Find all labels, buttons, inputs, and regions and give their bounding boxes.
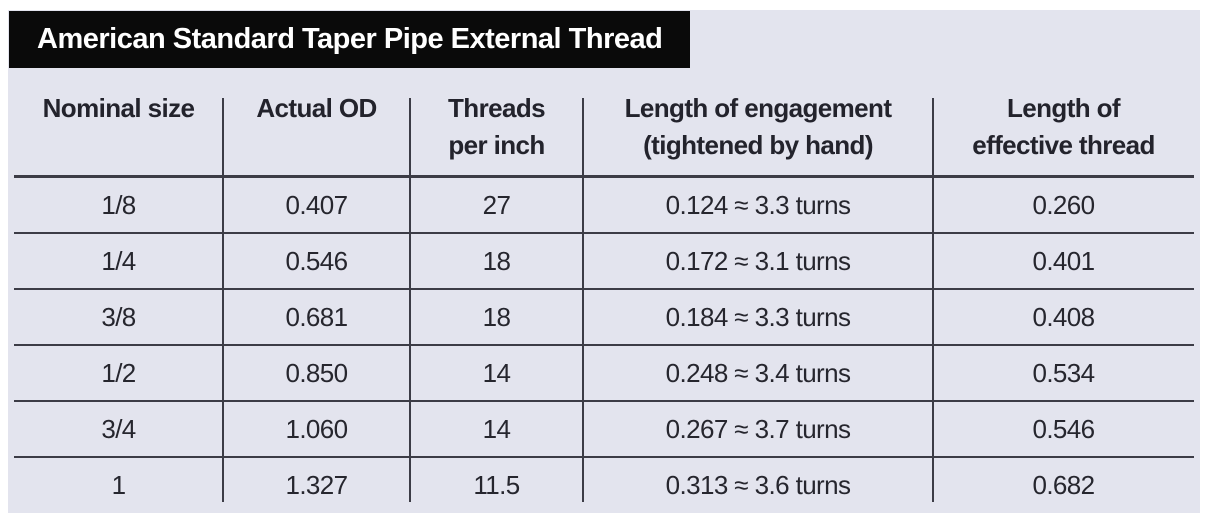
cell-actual-od: 1.060 — [285, 413, 348, 444]
cell-actual-od: 0.407 — [285, 189, 348, 220]
row-divider — [14, 456, 1194, 458]
title-banner: American Standard Taper Pipe External Th… — [9, 11, 690, 68]
cell-actual-od: 1.327 — [285, 469, 348, 500]
cell-threads-per-inch: 14 — [482, 413, 511, 444]
data-table: Nominal size Actual OD Threads per inch … — [14, 68, 1194, 513]
cell-nominal-size: 1/4 — [101, 245, 136, 276]
row-divider — [14, 400, 1194, 402]
cell-length-of-engagement: 0.267 ≈ 3.7 turns — [665, 413, 851, 444]
cell-length-of-engagement: 0.172 ≈ 3.1 turns — [665, 245, 851, 276]
column-header-threads-per-inch: Threads per inch — [448, 93, 546, 160]
cell-threads-per-inch: 11.5 — [473, 469, 520, 500]
cell-nominal-size: 3/4 — [101, 413, 136, 444]
cell-length-of-engagement: 0.248 ≈ 3.4 turns — [665, 357, 851, 388]
cell-effective-thread: 0.260 — [1032, 189, 1095, 220]
cell-nominal-size: 1 — [111, 469, 126, 500]
cell-actual-od: 0.546 — [285, 245, 348, 276]
cell-effective-thread: 0.408 — [1032, 301, 1095, 332]
page-title: American Standard Taper Pipe External Th… — [37, 23, 663, 55]
cell-nominal-size: 1/2 — [101, 357, 136, 388]
cell-length-of-engagement: 0.184 ≈ 3.3 turns — [665, 301, 851, 332]
cell-threads-per-inch: 18 — [482, 301, 511, 332]
column-header-nominal-size: Nominal size — [42, 93, 195, 123]
cell-length-of-engagement: 0.313 ≈ 3.6 turns — [665, 469, 851, 500]
row-divider — [14, 288, 1194, 290]
cell-effective-thread: 0.682 — [1032, 469, 1095, 500]
column-divider — [409, 98, 411, 502]
cell-effective-thread: 0.401 — [1032, 245, 1095, 276]
cell-length-of-engagement: 0.124 ≈ 3.3 turns — [665, 189, 851, 220]
cell-threads-per-inch: 14 — [482, 357, 511, 388]
column-divider — [222, 98, 224, 502]
row-divider — [14, 232, 1194, 234]
header-divider — [14, 175, 1194, 178]
column-header-length-of-engagement: Length of engagement (tightened by hand) — [624, 93, 892, 160]
column-divider — [582, 98, 584, 502]
cell-nominal-size: 1/8 — [101, 189, 136, 220]
cell-threads-per-inch: 27 — [482, 189, 511, 220]
column-divider — [932, 98, 934, 502]
cell-actual-od: 0.681 — [285, 301, 348, 332]
cell-threads-per-inch: 18 — [482, 245, 511, 276]
cell-effective-thread: 0.534 — [1032, 357, 1095, 388]
table-panel: American Standard Taper Pipe External Th… — [8, 10, 1200, 513]
cell-actual-od: 0.850 — [285, 357, 348, 388]
column-header-length-of-effective-thread: Length of effective thread — [972, 93, 1155, 160]
row-divider — [14, 344, 1194, 346]
column-header-actual-od: Actual OD — [256, 93, 377, 123]
cell-nominal-size: 3/8 — [101, 301, 136, 332]
cell-effective-thread: 0.546 — [1032, 413, 1095, 444]
